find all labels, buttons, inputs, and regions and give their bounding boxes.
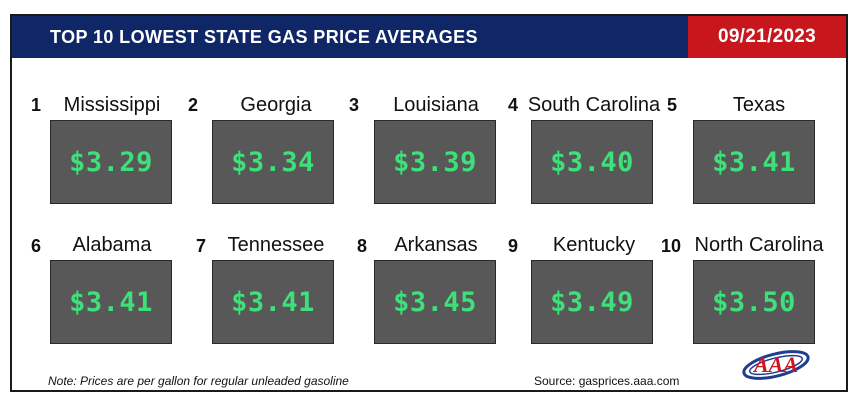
price-box: $3.45 [374,260,496,344]
state-name: Arkansas [394,234,478,256]
state-name: North Carolina [694,234,824,256]
price-value: $3.40 [550,146,634,178]
price-box: $3.40 [531,120,653,204]
price-value: $3.29 [69,146,153,178]
state-name: Louisiana [393,94,479,116]
price-box: $3.49 [531,260,653,344]
state-name: Georgia [240,94,312,116]
price-value: $3.50 [712,286,796,318]
price-box: $3.39 [374,120,496,204]
price-box: $3.41 [693,120,815,204]
price-value: $3.39 [393,146,477,178]
state-name: South Carolina [527,94,661,116]
graphic-frame [10,14,848,392]
rank-number: 4 [508,95,519,115]
rank-number: 3 [349,95,360,115]
rank-number: 1 [31,95,42,115]
aaa-logo-icon: AAA [742,350,810,380]
price-value: $3.45 [393,286,477,318]
price-box: $3.29 [50,120,172,204]
price-value: $3.41 [231,286,315,318]
footnote: Note: Prices are per gallon for regular … [48,374,349,388]
state-name: Mississippi [63,94,161,116]
aaa-logo-text: AAA [752,352,798,377]
state-name: Kentucky [552,234,636,256]
state-name: Alabama [72,234,152,256]
header-bar: TOP 10 LOWEST STATE GAS PRICE AVERAGES 0… [12,16,846,58]
price-box: $3.34 [212,120,334,204]
rank-number: 5 [667,95,678,115]
price-value: $3.34 [231,146,315,178]
page-title: TOP 10 LOWEST STATE GAS PRICE AVERAGES [12,16,688,58]
price-value: $3.41 [712,146,796,178]
rank-number: 10 [661,236,682,256]
rank-number: 2 [188,95,199,115]
state-name: Texas [732,94,786,116]
price-value: $3.41 [69,286,153,318]
rank-number: 9 [508,236,519,256]
date-badge: 09/21/2023 [688,16,846,58]
rank-number: 6 [31,236,42,256]
state-name: Tennessee [227,234,325,256]
source-credit: Source: gasprices.aaa.com [534,374,680,388]
rank-number: 7 [196,236,207,256]
price-value: $3.49 [550,286,634,318]
price-box: $3.50 [693,260,815,344]
price-box: $3.41 [212,260,334,344]
price-box: $3.41 [50,260,172,344]
rank-number: 8 [357,236,368,256]
